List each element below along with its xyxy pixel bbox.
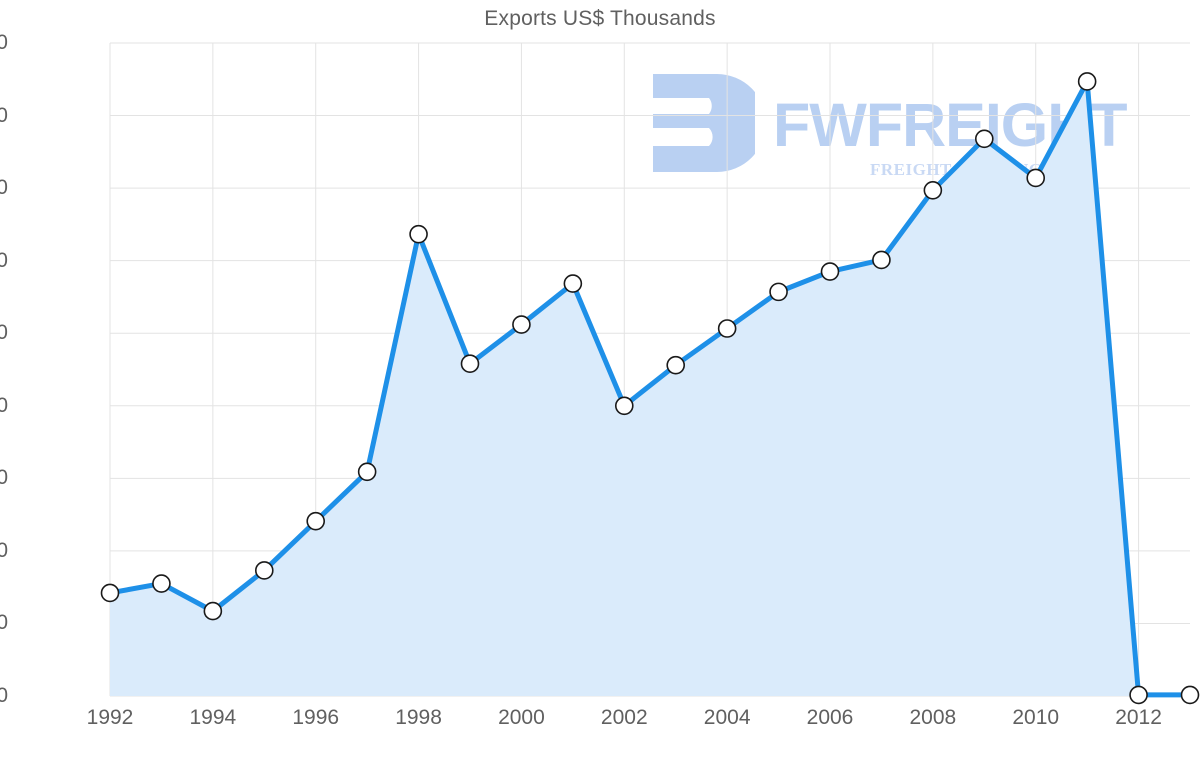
data-markers bbox=[100, 72, 1200, 705]
x-axis-tick-label: 1994 bbox=[189, 706, 237, 729]
x-axis-tick-label: 1998 bbox=[395, 706, 442, 729]
chart-title: Exports US$ Thousands bbox=[484, 7, 716, 30]
y-axis-tick-label: 20 000 bbox=[0, 611, 8, 635]
y-axis-tick-label: 80 000 bbox=[0, 393, 8, 417]
y-axis-tick-label: 160 000 bbox=[0, 103, 8, 127]
y-axis-tick-label: 100 000 bbox=[0, 321, 8, 345]
x-axis-tick-label: 2002 bbox=[600, 706, 648, 729]
x-axis-tick-label: 2000 bbox=[498, 706, 545, 729]
x-axis-tick-label: 2010 bbox=[1012, 706, 1060, 729]
data-line bbox=[107, 78, 1193, 698]
x-axis-tick-label: 2008 bbox=[909, 706, 957, 729]
y-axis-tick-label: 40 000 bbox=[0, 538, 8, 562]
y-axis-tick-label: 60 000 bbox=[0, 466, 8, 490]
x-axis-tick-label: 2006 bbox=[806, 706, 854, 729]
x-axis-tick-label: 1996 bbox=[292, 706, 340, 729]
x-axis-tick-label: 2004 bbox=[703, 706, 751, 729]
y-axis-tick-label: 120 000 bbox=[0, 248, 8, 272]
y-axis-tick-label: 180 000 bbox=[0, 31, 8, 54]
x-axis-tick-label: 2012 bbox=[1115, 706, 1162, 729]
x-axis-tick-label: 1992 bbox=[86, 706, 134, 729]
y-axis-tick-label: 0 bbox=[0, 684, 8, 707]
y-axis-tick-label: 140 000 bbox=[0, 176, 8, 200]
area-fill bbox=[110, 81, 1190, 696]
